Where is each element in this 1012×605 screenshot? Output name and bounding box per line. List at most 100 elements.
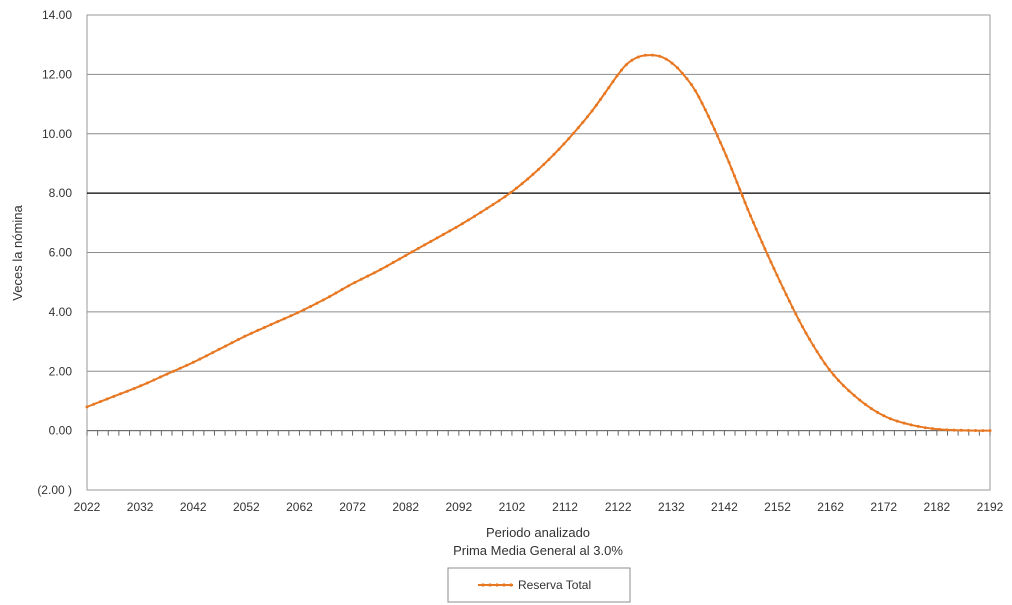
y-tick-label-3: 8.00: [49, 186, 73, 200]
series-marker-169: [981, 429, 985, 433]
legend: Reserva Total: [447, 567, 631, 603]
series-marker-13: [172, 369, 176, 373]
series-marker-74: [552, 152, 556, 156]
series-marker-0: [85, 405, 89, 409]
series-marker-44: [372, 271, 376, 275]
x-tick-label-5: 2072: [339, 500, 366, 514]
series-marker-110: [718, 141, 722, 144]
series-marker-155: [882, 414, 886, 418]
series-marker-75: [557, 147, 561, 151]
series-marker-135: [791, 306, 794, 310]
series-marker-65: [503, 195, 507, 199]
series-marker-70: [531, 172, 535, 176]
x-tick-label-13: 2152: [764, 500, 791, 514]
y-tick-label-4: 6.00: [49, 246, 73, 260]
series-marker-3: [105, 397, 109, 401]
series-marker-131: [778, 280, 782, 284]
series-marker-39: [340, 287, 344, 291]
series-marker-125: [760, 240, 764, 244]
series-marker-124: [757, 234, 761, 238]
series-marker-58: [460, 222, 464, 226]
x-tick-label-0: 2022: [74, 500, 101, 514]
series-marker-81: [586, 115, 589, 119]
series-marker-45: [379, 268, 383, 271]
series-marker-15: [185, 363, 189, 367]
series-marker-122: [751, 221, 755, 224]
series-marker-162: [930, 427, 934, 431]
series-marker-101: [689, 83, 693, 86]
series-marker-158: [902, 421, 906, 425]
series-marker-24: [243, 334, 247, 338]
series-marker-16: [191, 360, 195, 364]
series-marker-117: [738, 187, 742, 191]
series-marker-92: [636, 55, 640, 59]
series-marker-114: [730, 167, 734, 171]
x-tick-label-15: 2172: [870, 500, 897, 514]
series-marker-165: [952, 428, 956, 432]
series-marker-82: [590, 109, 594, 113]
series-marker-27: [263, 325, 266, 329]
x-tick-label-11: 2132: [658, 500, 685, 514]
series-marker-116: [735, 180, 739, 184]
series-marker-18: [204, 354, 208, 358]
series-marker-76: [562, 142, 566, 146]
series-marker-164: [945, 428, 949, 432]
series-marker-142: [815, 350, 819, 354]
series-marker-91: [630, 58, 634, 62]
series-marker-133: [784, 293, 788, 297]
series-marker-105: [703, 108, 707, 112]
series-marker-156: [888, 417, 892, 421]
series-marker-1: [92, 402, 96, 406]
series-marker-128: [769, 260, 773, 264]
y-axis-title: Veces la nómina: [10, 205, 25, 301]
series-marker-5: [119, 392, 123, 396]
series-marker-20: [217, 347, 221, 351]
series-marker-21: [224, 344, 227, 348]
series-marker-37: [328, 295, 332, 299]
series-marker-151: [858, 398, 862, 402]
series-marker-145: [827, 368, 831, 371]
series-marker-28: [269, 323, 273, 326]
series-marker-118: [740, 194, 744, 198]
series-marker-130: [775, 273, 779, 277]
series-marker-115: [732, 174, 736, 178]
y-tick-label-0: 14.00: [42, 8, 72, 22]
y-tick-label-8: (2.00 ): [37, 483, 72, 497]
series-marker-22: [230, 341, 234, 345]
series-marker-48: [398, 257, 401, 261]
series-marker-9: [145, 381, 149, 385]
y-tick-label-7: 0.00: [49, 424, 73, 438]
series-marker-137: [797, 318, 801, 322]
y-tick-label-6: 2.00: [49, 364, 73, 378]
series-marker-60: [473, 214, 477, 218]
series-marker-102: [693, 89, 697, 93]
series-marker-161: [923, 426, 927, 430]
series-marker-32: [296, 311, 299, 315]
series-marker-88: [615, 74, 619, 78]
series-marker-11: [158, 375, 162, 379]
series-marker-149: [847, 389, 851, 393]
x-tick-label-4: 2062: [286, 500, 313, 514]
series-marker-94: [651, 53, 654, 57]
x-tick-label-7: 2092: [445, 500, 472, 514]
series-marker-96: [664, 57, 668, 61]
series-marker-163: [938, 427, 942, 431]
series-marker-33: [302, 308, 306, 312]
series-marker-87: [611, 80, 615, 84]
y-tick-label-5: 4.00: [49, 305, 73, 319]
series-marker-148: [842, 384, 845, 388]
series-marker-99: [680, 71, 684, 75]
series-marker-79: [576, 126, 580, 130]
series-marker-119: [743, 201, 747, 204]
series-marker-29: [276, 320, 280, 324]
series-marker-73: [547, 158, 551, 161]
series-marker-19: [211, 351, 215, 355]
series-marker-126: [763, 247, 767, 251]
series-marker-47: [391, 261, 395, 264]
series-marker-104: [700, 101, 704, 105]
series-marker-38: [334, 291, 338, 295]
series-marker-141: [811, 344, 815, 347]
legend-marker-3: [495, 583, 499, 587]
series-marker-111: [721, 147, 725, 151]
series-marker-31: [289, 314, 293, 318]
